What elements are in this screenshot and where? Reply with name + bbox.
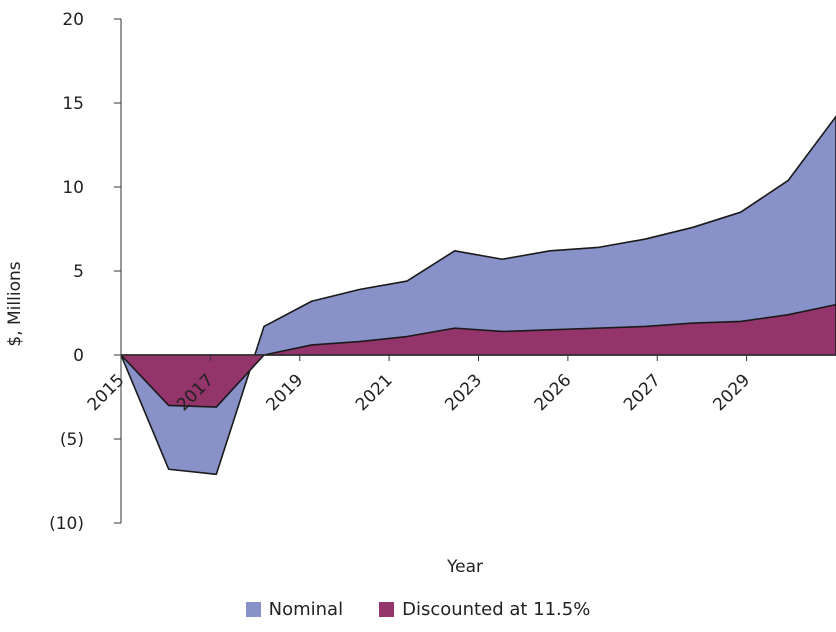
legend: Nominal Discounted at 11.5% (0, 596, 836, 622)
y-tick-label: 0 (73, 346, 84, 366)
legend-swatch-nominal (245, 601, 261, 617)
y-tick-label: 20 (62, 10, 84, 30)
x-tick-label: 2015 (84, 370, 129, 415)
series-areas (120, 115, 836, 476)
legend-label-discounted: Discounted at 11.5% (402, 598, 591, 620)
series-area-discounted (120, 303, 836, 408)
series-area-nominal (120, 115, 836, 476)
x-tick-label: 2027 (620, 370, 665, 415)
x-tick-label: 2019 (263, 370, 308, 415)
x-tick-label: 2021 (352, 370, 397, 415)
x-tick-label: 2026 (531, 370, 576, 415)
x-axis-title: Year (446, 557, 483, 577)
y-tick-label: (10) (49, 514, 84, 534)
legend-item-nominal: Nominal (245, 598, 344, 620)
y-tick-label: (5) (60, 430, 84, 450)
legend-label-nominal: Nominal (268, 598, 344, 620)
y-tick-label: 10 (62, 178, 84, 198)
y-tick-label: 5 (73, 262, 84, 282)
legend-swatch-discounted (379, 601, 395, 617)
y-axis-title: $, Millions (5, 261, 25, 346)
x-tick-label: 2023 (441, 370, 486, 415)
y-tick-label: 15 (62, 94, 84, 114)
y-tick-labels: 20 15 10 5 0 (5) (10) (49, 10, 84, 534)
axes (114, 18, 836, 524)
x-tick-label: 2029 (709, 370, 754, 415)
legend-item-discounted: Discounted at 11.5% (379, 599, 590, 620)
